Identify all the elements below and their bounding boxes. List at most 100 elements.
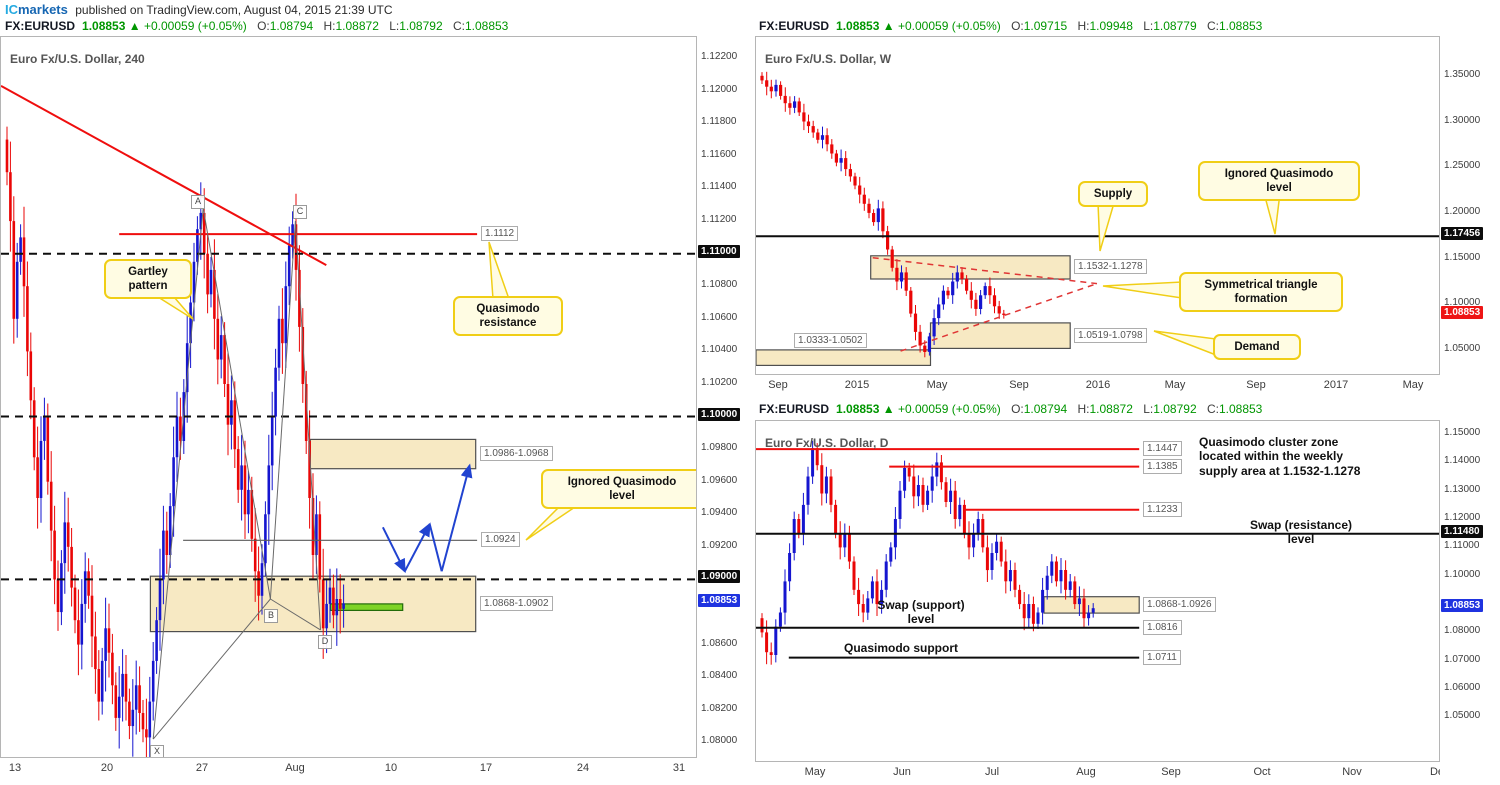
y-axis: 1.15000 1.14000 1.13000 1.12000 1.11000 1.100… [1440, 420, 1500, 762]
x-axis-tick: 24 [576, 762, 590, 774]
close-label: C: [1206, 402, 1219, 416]
x-axis-tick: May [1402, 379, 1424, 391]
high-label: H: [1077, 402, 1090, 416]
y-axis-tick: 1.08600 [701, 638, 738, 649]
y-axis-tick: 1.09200 [701, 540, 738, 551]
ticker-symbol: FX:EURUSD [759, 19, 830, 33]
projection-arrow [382, 526, 406, 574]
projection-arrow [440, 463, 473, 572]
callout-supply: Supply [1078, 181, 1148, 208]
callout-tail [525, 506, 578, 541]
y-axis-tick: 1.07000 [1444, 654, 1481, 665]
y-axis-tick: 1.08200 [701, 703, 738, 714]
low-label: L: [389, 19, 400, 33]
candlestick-series [760, 71, 1006, 358]
plot-area: Euro Fx/U.S. Dollar, W 1.1532-1.1278 1.051… [755, 36, 1440, 375]
projection-arrow [428, 523, 443, 572]
y-axis-tick: 1.10400 [701, 344, 738, 355]
low-label: L: [1143, 402, 1154, 416]
y-axis-tick: 1.11200 [701, 214, 737, 225]
callout-tail [1097, 202, 1115, 252]
pattern-letter-X: X [150, 745, 164, 757]
y-axis-tick: 1.09600 [701, 475, 738, 486]
brand-markets: markets [18, 2, 68, 17]
zone [149, 575, 477, 633]
chart-title: Euro Fx/U.S. Dollar, 240 [10, 52, 145, 66]
zone [870, 255, 1071, 280]
price-line-label: 1.0711 [1143, 650, 1181, 665]
zone-label: 1.1532-1.1278 [1074, 259, 1147, 274]
x-axis-tick: 10 [384, 762, 398, 774]
x-axis-tick: Aug [1076, 766, 1096, 778]
projection-arrow [403, 522, 431, 572]
y-axis-tick: 1.14000 [1444, 455, 1481, 466]
up-arrow-icon: ▲ [882, 19, 895, 33]
x-axis-tick: 2017 [1323, 379, 1349, 391]
x-axis-tick: May [1164, 379, 1186, 391]
x-axis-tick: Sep [768, 379, 788, 391]
candlestick-series [760, 440, 1095, 665]
pattern-letter-A: A [191, 195, 205, 209]
ticker-change: +0.00059 (+0.05%) [897, 402, 1001, 416]
low-label: L: [1143, 19, 1154, 33]
x-axis-tick: 2016 [1085, 379, 1111, 391]
x-axis-tick: Oct [1253, 766, 1271, 778]
y-axis-tick: 1.30000 [1444, 115, 1481, 126]
x-axis-tick: May [926, 379, 948, 391]
chart-title: Euro Fx/U.S. Dollar, D [765, 436, 889, 450]
x-axis-tick: De [1429, 766, 1440, 778]
x-axis-tick: Sep [1161, 766, 1181, 778]
callout-tail [488, 241, 511, 300]
callout-tail [1102, 281, 1183, 299]
price-line-label: 1.0924 [481, 532, 520, 547]
y-axis-tick: 1.10200 [701, 377, 738, 388]
zone [756, 349, 932, 366]
x-axis-tick: Aug [285, 762, 305, 774]
y-axis-tick: 1.10000 [1444, 297, 1481, 308]
y-axis-tick: 1.10000 [1444, 569, 1481, 580]
axis-price-tag: 1.08853 [698, 594, 741, 607]
low-value: 1.08792 [1153, 402, 1197, 416]
pattern-letter-C: C [293, 205, 307, 219]
y-axis-tick: 1.11400 [701, 181, 737, 192]
y-axis-tick: 1.09800 [701, 442, 738, 453]
open-label: O: [1011, 19, 1024, 33]
zone [929, 322, 1071, 349]
price-line-label: 1.1233 [1143, 502, 1182, 517]
x-axis: May Jun Jul Aug Sep Oct Nov De [755, 762, 1440, 782]
x-axis-tick: Sep [1009, 379, 1029, 391]
axis-price-tag: 1.17456 [1441, 227, 1484, 240]
text-annotation-quasimodo-support: Quasimodo support [844, 641, 958, 655]
x-axis-tick: Jun [893, 766, 911, 778]
pattern-letter-D: D [318, 635, 332, 649]
y-axis-tick: 1.11600 [701, 149, 737, 160]
brand-ic: IC [5, 2, 18, 17]
zone-label: 1.0333-1.0502 [794, 333, 867, 348]
open-value: 1.08794 [1023, 402, 1068, 416]
ticker-weekly: FX:EURUSD 1.08853 ▲ +0.00059 (+0.05%) O:1… [759, 19, 1262, 33]
ticker-change: +0.00059 (+0.05%) [897, 19, 1001, 33]
x-axis-tick: 17 [479, 762, 493, 774]
x-axis: Sep 2015 May Sep 2016 May Sep 2017 May [755, 375, 1440, 395]
x-axis-tick: 27 [195, 762, 209, 774]
y-axis-tick: 1.08000 [701, 735, 738, 746]
x-axis-tick: Nov [1342, 766, 1362, 778]
text-annotation-cluster-note: Quasimodo cluster zone located within the… [1199, 435, 1361, 478]
plot-area: Euro Fx/U.S. Dollar, D 1.1447 1.1385 1.1233… [755, 420, 1440, 762]
high-label: H: [323, 19, 336, 33]
callout-gartley-pattern: Gartley pattern [104, 259, 192, 300]
open-label: O: [257, 19, 270, 33]
candlestick-series [5, 126, 345, 757]
y-axis: 1.12200 1.12000 1.11800 1.11600 1.11400 1.112… [697, 36, 750, 758]
ticker-daily: FX:EURUSD 1.08853 ▲ +0.00059 (+0.05%) O:1… [759, 402, 1262, 416]
close-value: 1.08853 [464, 19, 509, 33]
y-axis-tick: 1.09400 [701, 507, 738, 518]
x-axis-tick: 13 [8, 762, 22, 774]
chart-panel-weekly: Euro Fx/U.S. Dollar, W 1.1532-1.1278 1.051… [755, 36, 1500, 395]
y-axis: 1.35000 1.30000 1.25000 1.20000 1.15000 1.100… [1440, 36, 1500, 375]
chart-svg [756, 440, 1439, 665]
price-line-label: 1.1447 [1143, 441, 1182, 456]
axis-price-tag: 1.08853 [1441, 306, 1484, 319]
y-axis-tick: 1.08400 [701, 670, 738, 681]
axis-price-tag: 1.08853 [1441, 599, 1484, 612]
